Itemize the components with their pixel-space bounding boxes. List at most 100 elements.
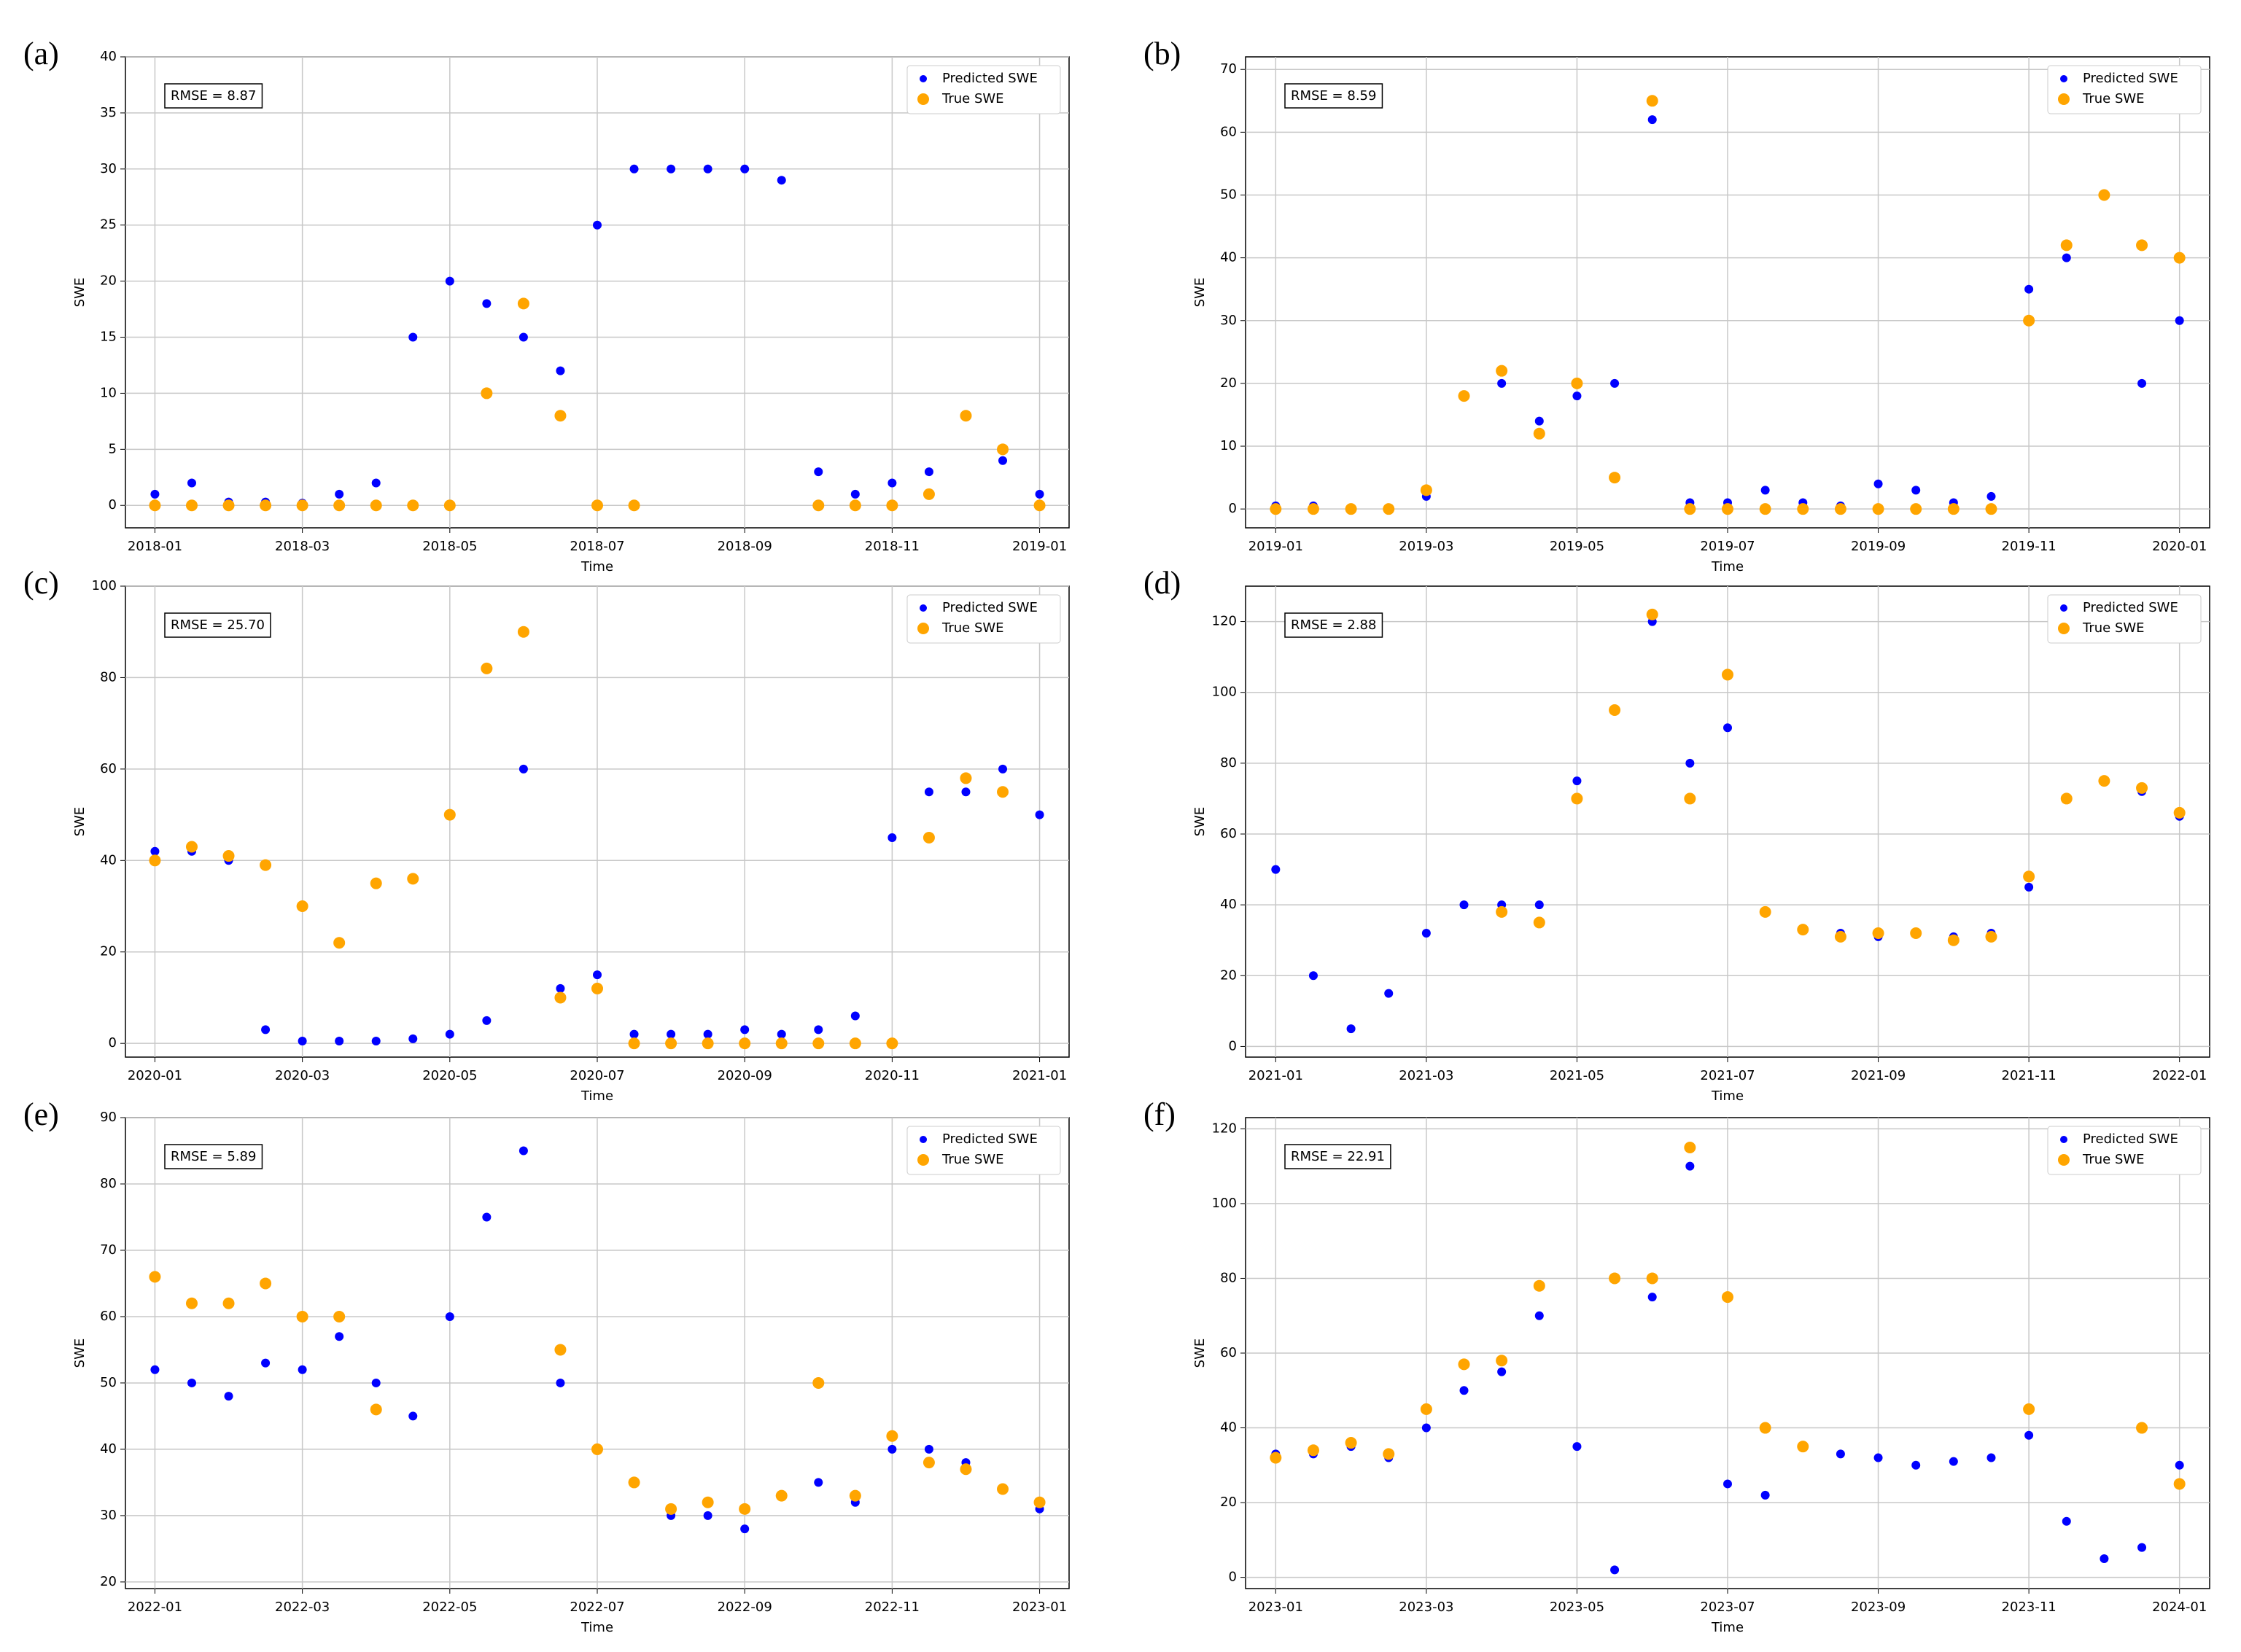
data-point [591, 499, 603, 512]
data-point [370, 499, 382, 512]
data-point [1496, 1355, 1508, 1367]
y-tick-label: 40 [100, 49, 117, 64]
data-point [2023, 1403, 2035, 1415]
legend-label: Predicted SWE [2083, 1131, 2178, 1147]
data-point [924, 787, 933, 797]
data-point [2137, 378, 2147, 388]
legend-box [2047, 1126, 2202, 1175]
data-point [997, 1483, 1009, 1495]
data-point [2098, 775, 2110, 787]
data-point [187, 1378, 196, 1387]
legend: Predicted SWE True SWE [906, 65, 1061, 114]
data-point [481, 662, 493, 674]
data-point [2024, 882, 2034, 892]
data-point [1033, 1496, 1046, 1508]
legend: Predicted SWE True SWE [2047, 594, 2202, 644]
y-tick-label: 20 [100, 273, 117, 289]
data-point [1572, 776, 1582, 786]
x-tick-label: 2019-05 [1550, 539, 1604, 554]
data-point [519, 332, 528, 342]
data-point [1836, 1449, 1845, 1459]
data-point [149, 1271, 161, 1283]
x-tick-label: 2023-01 [1012, 1600, 1067, 1615]
y-tick-label: 30 [1220, 313, 1237, 328]
data-point [370, 1403, 382, 1416]
y-tick-label: 20 [1220, 1495, 1237, 1510]
data-point [1646, 608, 1658, 620]
data-point [1872, 927, 1884, 939]
data-point [2023, 870, 2035, 883]
x-tick-label: 2018-07 [570, 539, 624, 554]
x-tick-label: 2021-03 [1399, 1068, 1453, 1083]
data-point [556, 1378, 565, 1387]
y-tick-label: 50 [100, 1375, 117, 1390]
data-point [1033, 499, 1046, 512]
data-point [739, 1037, 751, 1050]
legend-label: Predicted SWE [2083, 600, 2178, 615]
x-tick-label: 2023-07 [1700, 1600, 1755, 1615]
y-tick-label: 60 [100, 761, 117, 776]
data-point [775, 1489, 788, 1502]
x-tick-label: 2022-05 [422, 1600, 477, 1615]
y-tick-label: 40 [100, 1441, 117, 1457]
legend-label: True SWE [2082, 91, 2145, 106]
x-tick-label: 2019-09 [1851, 539, 1906, 554]
data-point [335, 1332, 344, 1341]
data-point [185, 841, 198, 853]
x-tick-label: 2019-11 [2002, 539, 2056, 554]
data-point [1986, 1453, 1996, 1462]
data-point [1496, 905, 1508, 918]
data-point [482, 1212, 492, 1222]
data-point [923, 488, 935, 500]
y-tick-label: 70 [1220, 61, 1237, 77]
data-point [261, 1025, 271, 1035]
x-tick-label: 2020-09 [718, 1068, 772, 1083]
x-tick-label: 2019-07 [1700, 539, 1755, 554]
data-point [1684, 503, 1696, 515]
data-point [150, 1365, 160, 1374]
y-tick-label: 90 [100, 1110, 117, 1125]
data-point [260, 499, 272, 512]
data-point [261, 1358, 271, 1368]
data-point [960, 1463, 972, 1476]
data-point [667, 1029, 676, 1039]
x-tick-label: 2018-03 [275, 539, 330, 554]
data-point [1307, 503, 1319, 515]
y-tick-label: 60 [1220, 124, 1237, 139]
annotation-box [164, 612, 271, 638]
data-point [1722, 503, 1733, 515]
x-tick-label: 2021-01 [1012, 1068, 1067, 1083]
data-point [1420, 1403, 1432, 1415]
legend-label: True SWE [941, 1152, 1004, 1167]
data-point [812, 1037, 825, 1050]
data-point [1985, 503, 1997, 515]
data-point [2175, 316, 2184, 325]
legend-marker [2058, 93, 2070, 105]
data-point [443, 809, 456, 821]
data-point [739, 1503, 751, 1515]
y-tick-label: 10 [1220, 438, 1237, 453]
data-point [1384, 989, 1394, 998]
data-point [703, 1029, 712, 1039]
y-tick-label: 35 [100, 105, 117, 120]
x-tick-label: 2020-03 [275, 1068, 330, 1083]
data-point [2060, 239, 2073, 252]
data-point [2175, 1460, 2184, 1470]
data-point [333, 1310, 346, 1322]
data-point [2173, 1478, 2186, 1490]
x-axis-label: Time [580, 1620, 613, 1635]
x-tick-label: 2022-07 [570, 1600, 624, 1615]
data-point [443, 499, 456, 512]
data-point [1873, 1453, 1883, 1462]
data-point [1911, 1460, 1921, 1470]
legend-marker [2058, 1154, 2070, 1166]
y-tick-label: 40 [1220, 897, 1237, 912]
x-tick-label: 2018-01 [128, 539, 182, 554]
x-tick-label: 2020-05 [422, 1068, 477, 1083]
data-point [1760, 1490, 1770, 1500]
y-tick-label: 70 [100, 1242, 117, 1258]
y-tick-label: 5 [109, 441, 117, 456]
rmse-annotation: RMSE = 8.59 [1291, 88, 1376, 104]
data-point [1534, 1311, 1544, 1320]
data-point [849, 1037, 861, 1050]
